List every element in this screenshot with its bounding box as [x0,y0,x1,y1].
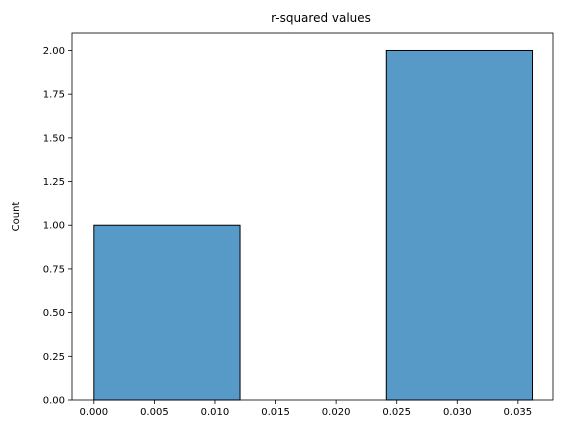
x-tick-label-6: 0.030 [443,407,472,418]
x-axis: 0.000 0.005 0.010 0.015 0.020 0.025 0.030 0.035 [79,400,532,418]
x-tick-label-7: 0.035 [504,407,533,418]
chart-title: r-squared values [271,11,371,25]
x-tick-label-2: 0.010 [201,407,230,418]
y-axis: 0.00 0.25 0.50 0.75 1.00 1.25 1.50 1.75 2.00 [43,46,72,407]
y-tick-label-3: 0.75 [43,264,65,275]
x-tick-label-0: 0.000 [79,407,108,418]
y-tick-label-2: 0.50 [43,308,65,319]
x-tick-label-5: 0.025 [382,407,411,418]
y-tick-label-6: 1.50 [43,133,65,144]
y-tick-label-5: 1.25 [43,177,65,188]
y-tick-label-7: 1.75 [43,90,65,101]
histogram-bar-0 [93,224,241,401]
x-tick-label-3: 0.015 [261,407,290,418]
histogram-bar-2 [385,49,534,401]
y-tick-label-4: 1.00 [43,221,65,232]
y-tick-label-8: 2.00 [43,46,65,57]
x-tick-label-4: 0.020 [322,407,351,418]
x-tick-label-1: 0.005 [140,407,169,418]
y-tick-label-1: 0.25 [43,352,65,363]
y-tick-label-0: 0.00 [43,396,65,407]
plot-frame [71,32,554,401]
y-axis-label: Count [11,202,22,232]
bars-layer [93,49,534,401]
